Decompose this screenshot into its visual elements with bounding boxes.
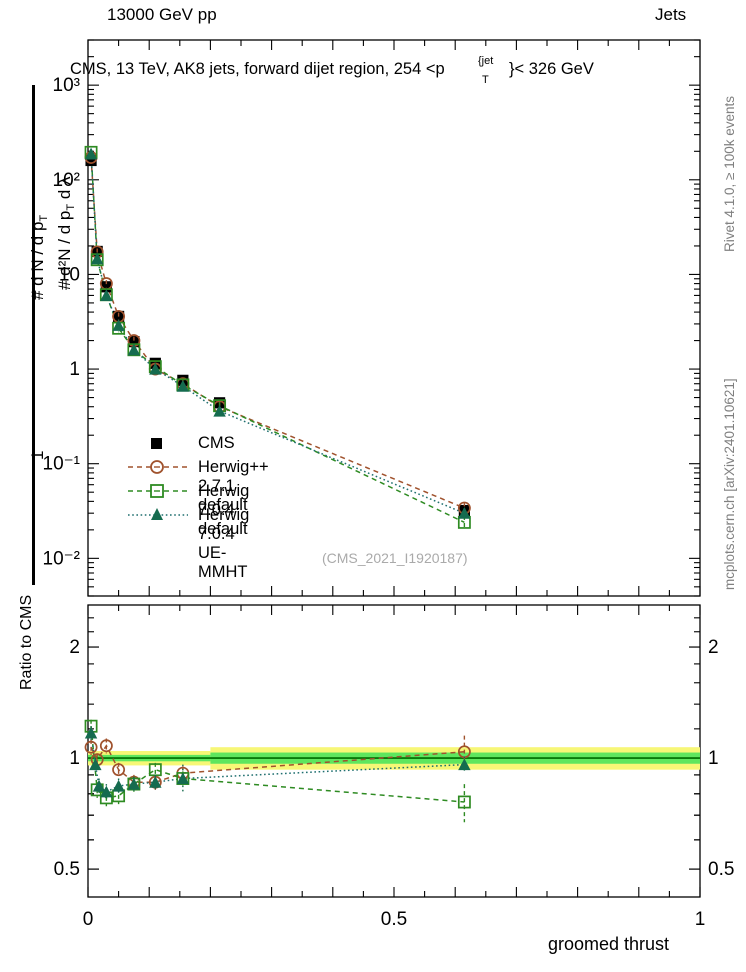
x-tick-label: 0 <box>83 909 94 930</box>
marker-square-open <box>457 795 471 809</box>
plot-title-superscript: {jet <box>478 55 494 67</box>
x-tick-label: 0.5 <box>381 909 407 930</box>
marker-circle-open <box>99 739 113 753</box>
marker-triangle-filled <box>89 758 102 771</box>
plot-title-subscript: T <box>482 74 489 86</box>
y-tick-label-main: 1 <box>69 359 80 380</box>
marker-triangle-filled <box>84 147 98 160</box>
header-left: 13000 GeV pp <box>107 5 217 24</box>
legend-label-herwigpp: Herwig++ 2.7.1 default <box>198 458 269 514</box>
analysis-watermark: (CMS_2021_I1920187) <box>322 550 468 566</box>
y-tick-label-ratio-right: 2 <box>708 637 719 658</box>
legend-label-cms: CMS <box>198 434 235 452</box>
marker-triangle-filled <box>112 779 125 792</box>
marker-circle-open <box>112 763 126 777</box>
marker-square-filled <box>128 336 140 348</box>
y-axis-label: # d N / d pT x 1 # d²N / d pT d λ <box>2 40 77 600</box>
y-tick-label-main: 10⁻¹ <box>43 454 81 475</box>
marker-triangle-filled <box>90 252 104 265</box>
plot-title-tail: }< 326 GeV <box>509 60 594 78</box>
data-line <box>90 153 465 514</box>
y-tick-label-ratio: 0.5 <box>54 859 80 880</box>
marker-square-filled <box>85 154 97 167</box>
legend-marker-herwigpp <box>128 460 188 474</box>
legend-label-herwig704: Herwig 7.0.4 default <box>198 482 250 538</box>
legend-marker-herwig704-ue <box>128 508 188 520</box>
marker-triangle-filled <box>127 343 141 356</box>
x-axis-label: groomed thrust <box>548 934 670 954</box>
marker-triangle-filled <box>213 404 226 417</box>
y-tick-label-main: 10² <box>53 170 80 191</box>
y-tick-label-ratio: 2 <box>69 637 80 658</box>
y-tick-label-main: 10⁻² <box>43 548 81 569</box>
legend-marker-herwig704 <box>128 484 188 498</box>
marker-triangle-filled <box>458 506 471 519</box>
plot-title: CMS, 13 TeV, AK8 jets, forward dijet reg… <box>70 60 445 78</box>
marker-triangle-filled <box>176 379 190 392</box>
x-tick-label: 1 <box>695 909 706 930</box>
y-axis-fraction-bar <box>32 85 35 585</box>
y-tick-label-main: 10³ <box>53 75 80 96</box>
y-tick-label-ratio: 1 <box>69 748 80 769</box>
marker-triangle-filled <box>100 289 113 302</box>
header-right: Jets <box>655 5 687 24</box>
legend-label-herwig704-ue: Herwig 7.0.4 UE-MMHT <box>198 506 250 581</box>
y-tick-label-ratio-right: 0.5 <box>708 859 734 880</box>
marker-triangle-filled <box>176 772 190 785</box>
legend-marker-cms <box>151 438 162 449</box>
marker-triangle-filled <box>92 779 106 792</box>
data-line <box>90 744 465 783</box>
marker-triangle-filled <box>84 726 98 739</box>
marker-circle-open <box>84 740 98 754</box>
marker-triangle-filled <box>112 319 125 331</box>
marker-triangle-filled <box>100 785 113 798</box>
marker-triangle-filled <box>458 758 471 771</box>
y-tick-label-ratio-right: 1 <box>708 748 719 769</box>
marker-square-filled <box>100 281 112 293</box>
marker-triangle-filled <box>127 777 141 790</box>
marker-triangle-filled <box>149 362 162 375</box>
y-tick-label-main: 10 <box>59 264 80 285</box>
marker-triangle-filled <box>149 776 162 788</box>
